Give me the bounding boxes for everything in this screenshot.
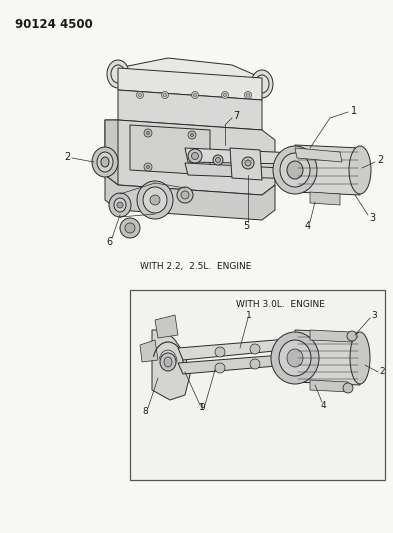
Ellipse shape [150,195,160,205]
Ellipse shape [215,347,225,357]
Ellipse shape [271,332,319,384]
Polygon shape [295,330,360,385]
Ellipse shape [92,147,118,177]
Ellipse shape [120,218,140,238]
Ellipse shape [107,60,129,88]
Ellipse shape [222,92,228,99]
Text: 8: 8 [142,408,148,416]
Polygon shape [178,338,305,360]
Ellipse shape [147,166,149,168]
Ellipse shape [143,187,167,213]
Ellipse shape [109,193,131,217]
Text: 1: 1 [351,106,357,116]
Polygon shape [152,330,190,400]
Ellipse shape [111,65,125,83]
Ellipse shape [349,146,371,194]
Ellipse shape [191,167,193,171]
Ellipse shape [147,132,149,134]
Polygon shape [118,90,262,130]
Polygon shape [140,340,158,362]
Ellipse shape [97,152,113,172]
Ellipse shape [245,160,251,166]
Polygon shape [185,163,322,180]
Ellipse shape [347,331,357,341]
Ellipse shape [273,146,317,194]
Text: 1: 1 [199,403,205,413]
Ellipse shape [163,93,167,96]
Ellipse shape [224,93,226,96]
Polygon shape [105,175,275,220]
Polygon shape [295,148,342,162]
Text: 2: 2 [377,155,383,165]
Ellipse shape [136,92,143,99]
Ellipse shape [162,92,169,99]
Polygon shape [105,120,275,195]
Polygon shape [178,354,300,374]
Text: 2: 2 [64,152,70,162]
Ellipse shape [117,202,123,208]
Ellipse shape [125,223,135,233]
Polygon shape [118,58,262,90]
Ellipse shape [138,93,141,96]
Ellipse shape [287,349,303,367]
Ellipse shape [188,131,196,139]
Bar [130,290,385,480]
Polygon shape [105,120,118,185]
Polygon shape [130,125,210,175]
Text: 1: 1 [246,311,252,319]
Text: 3: 3 [369,213,375,223]
Ellipse shape [144,163,152,171]
Ellipse shape [244,92,252,99]
Text: 6: 6 [106,237,112,247]
Ellipse shape [246,93,250,96]
Text: WITH 2.2,  2.5L.  ENGINE: WITH 2.2, 2.5L. ENGINE [140,262,252,271]
Polygon shape [185,148,342,165]
Ellipse shape [242,157,254,169]
Polygon shape [118,68,262,100]
Ellipse shape [188,149,202,163]
Ellipse shape [213,155,223,165]
Ellipse shape [279,340,311,376]
Text: 90124 4500: 90124 4500 [15,18,93,31]
Ellipse shape [164,357,172,367]
Text: 4: 4 [320,401,326,410]
Ellipse shape [101,157,109,167]
Text: 5: 5 [243,221,249,231]
Polygon shape [155,315,178,338]
Ellipse shape [188,165,196,173]
Text: WITH 3.0L.  ENGINE: WITH 3.0L. ENGINE [235,300,325,309]
Text: 7: 7 [233,111,239,121]
Ellipse shape [191,92,198,99]
Ellipse shape [137,181,173,219]
Ellipse shape [287,161,303,179]
Ellipse shape [255,75,269,93]
Polygon shape [310,380,350,392]
Ellipse shape [215,157,220,163]
Text: 9: 9 [199,403,205,413]
Ellipse shape [177,187,193,203]
Ellipse shape [250,344,260,354]
Ellipse shape [280,153,310,187]
Ellipse shape [114,198,126,212]
Polygon shape [295,145,360,195]
Ellipse shape [343,383,353,393]
Ellipse shape [350,332,370,384]
Ellipse shape [193,93,196,96]
Ellipse shape [191,133,193,136]
Ellipse shape [144,129,152,137]
Text: 3: 3 [371,311,377,319]
Polygon shape [310,192,340,205]
Ellipse shape [191,152,198,159]
Ellipse shape [181,191,189,199]
Ellipse shape [251,70,273,98]
Ellipse shape [215,363,225,373]
Ellipse shape [250,359,260,369]
Text: 2: 2 [379,367,385,376]
Polygon shape [230,148,262,180]
Polygon shape [310,330,352,342]
Text: 4: 4 [305,221,311,231]
Ellipse shape [160,353,176,371]
